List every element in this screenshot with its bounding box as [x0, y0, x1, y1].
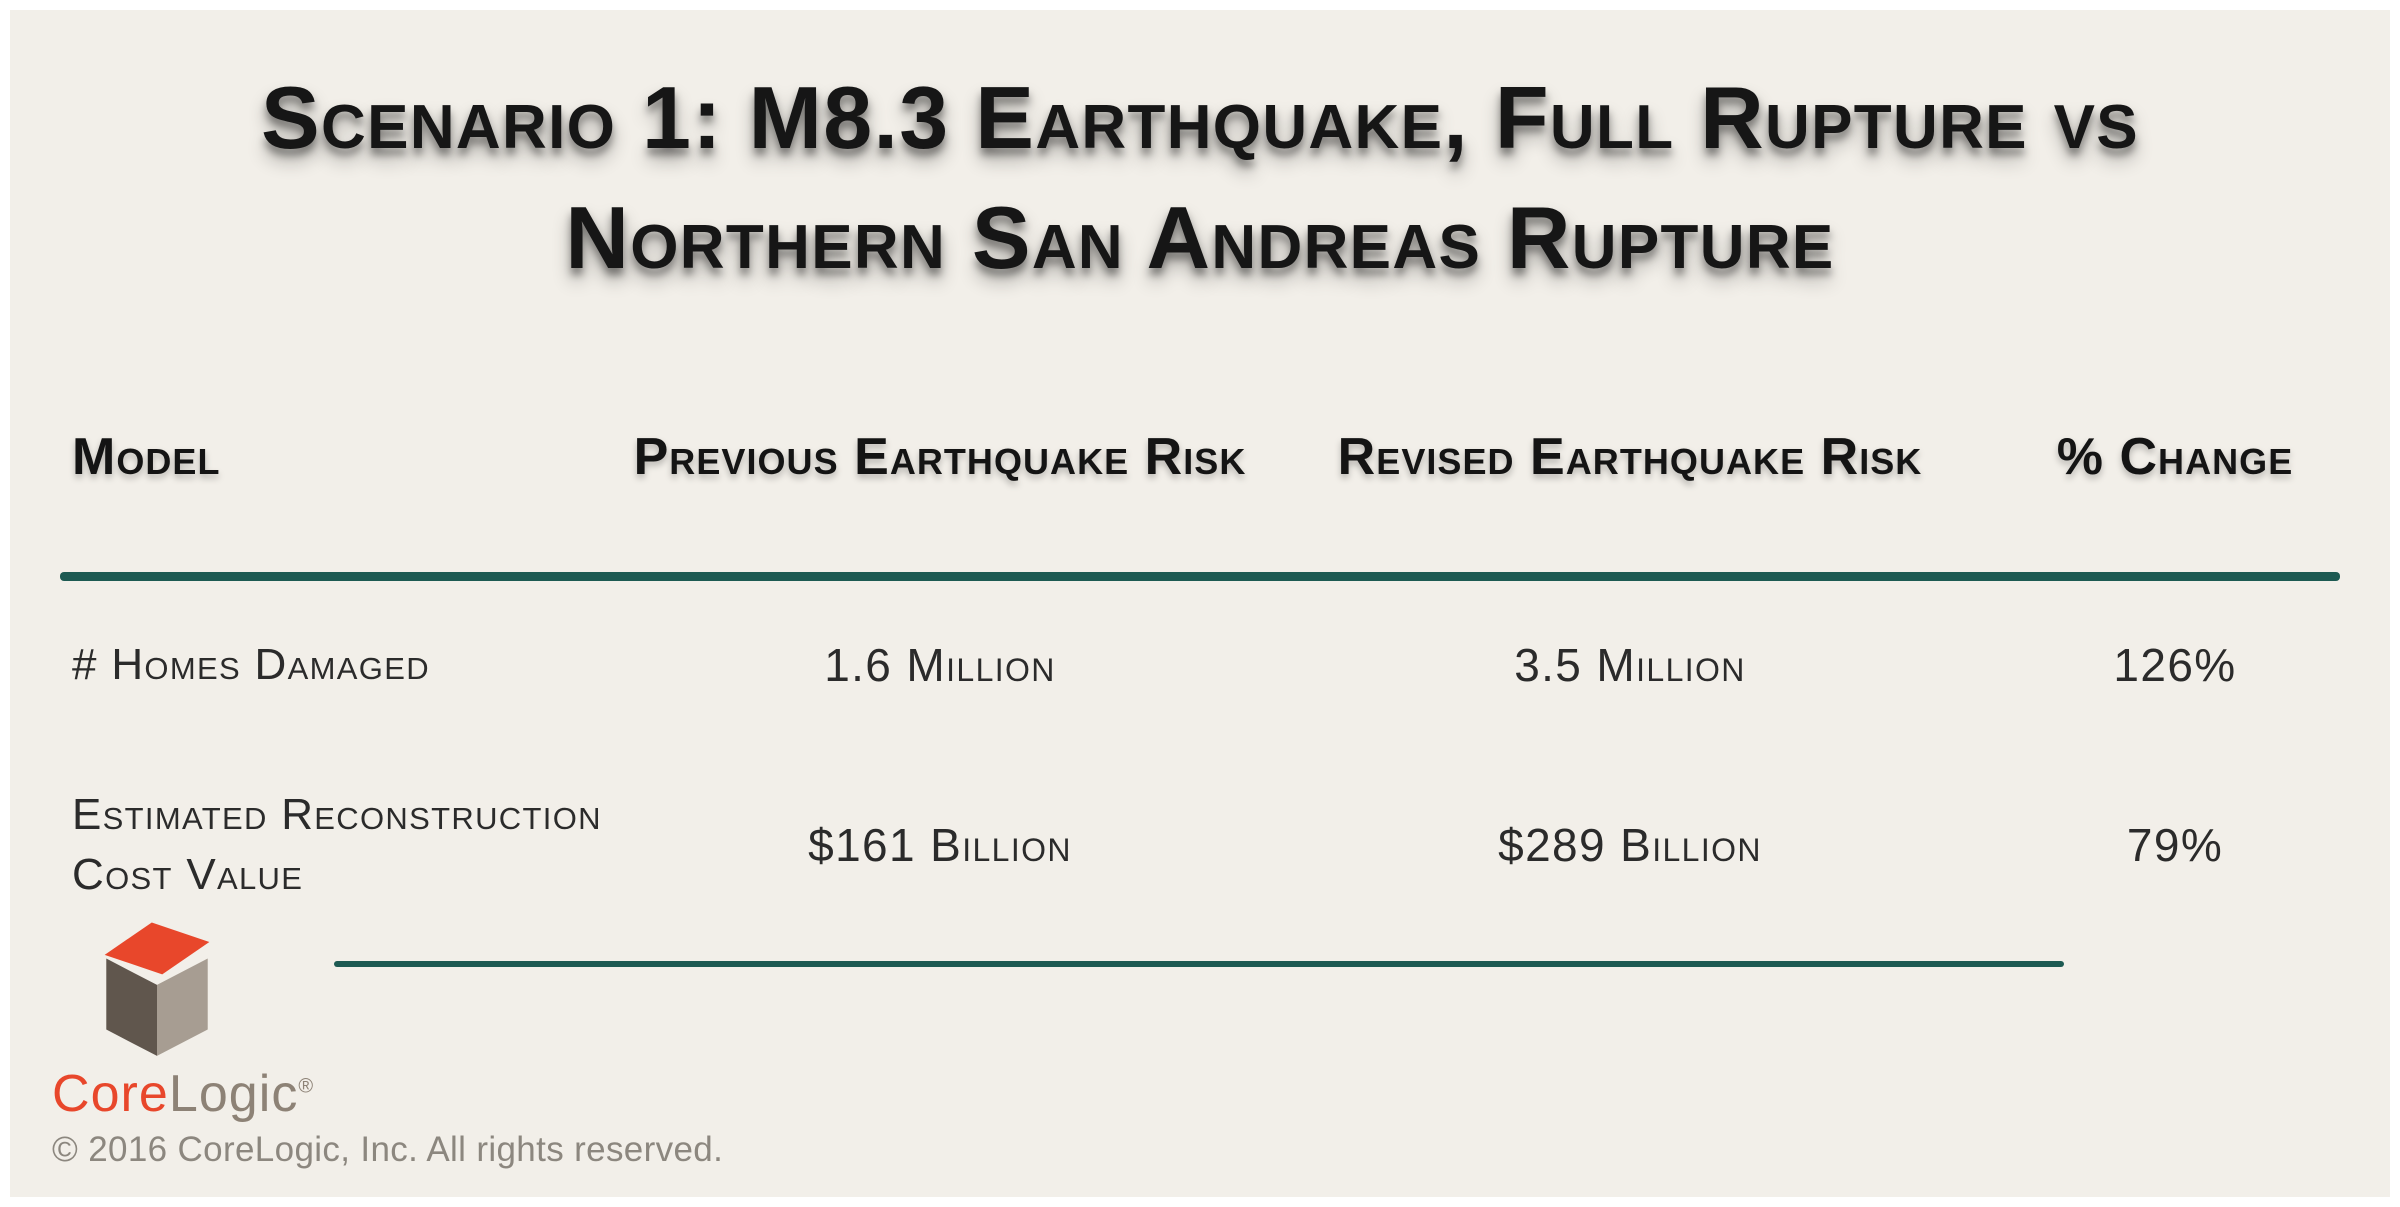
footer-divider-line [334, 961, 2064, 967]
title-line-1: Scenario 1: M8.3 Earthquake, Full Ruptur… [261, 68, 2139, 167]
slide-panel: Scenario 1: M8.3 Earthquake, Full Ruptur… [10, 10, 2390, 1197]
value-revised-cost: $289 Billion [1498, 819, 1762, 871]
corelogic-wordmark: CoreLogic® [52, 1065, 315, 1123]
copyright-notice: © 2016 CoreLogic, Inc. All rights reserv… [52, 1130, 724, 1169]
header-divider-line [60, 572, 2340, 581]
column-header-percent-change: % Change [2056, 428, 2294, 486]
page-title: Scenario 1: M8.3 Earthquake, Full Ruptur… [10, 58, 2390, 298]
value-previous-cost: $161 Billion [808, 819, 1072, 871]
title-line-2: Northern San Andreas Rupture [565, 188, 1835, 287]
column-header-revised-risk: Revised Earthquake Risk [1337, 428, 1923, 486]
registered-trademark-symbol: ® [298, 1075, 315, 1098]
value-change-homes: 126% [2113, 639, 2237, 691]
wordmark-core: Core [52, 1065, 169, 1123]
table-row: # Homes Damaged 1.6 Million 3.5 Million … [60, 630, 2340, 700]
wordmark-logic: Logic [168, 1065, 299, 1123]
value-change-cost: 79% [2126, 819, 2224, 871]
row-label-reconstruction-cost: Estimated Reconstruction Cost Value [72, 790, 602, 899]
value-previous-homes: 1.6 Million [824, 639, 1056, 691]
value-revised-homes: 3.5 Million [1514, 639, 1746, 691]
corelogic-cube-icon [104, 922, 210, 1056]
column-header-previous-risk: Previous Earthquake Risk [633, 428, 1247, 486]
table-row: Estimated Reconstruction Cost Value $161… [60, 775, 2340, 915]
column-header-model: Model [72, 428, 221, 486]
table-header-row: Model Previous Earthquake Risk Revised E… [60, 382, 2340, 532]
row-label-homes-damaged: # Homes Damaged [72, 640, 430, 689]
